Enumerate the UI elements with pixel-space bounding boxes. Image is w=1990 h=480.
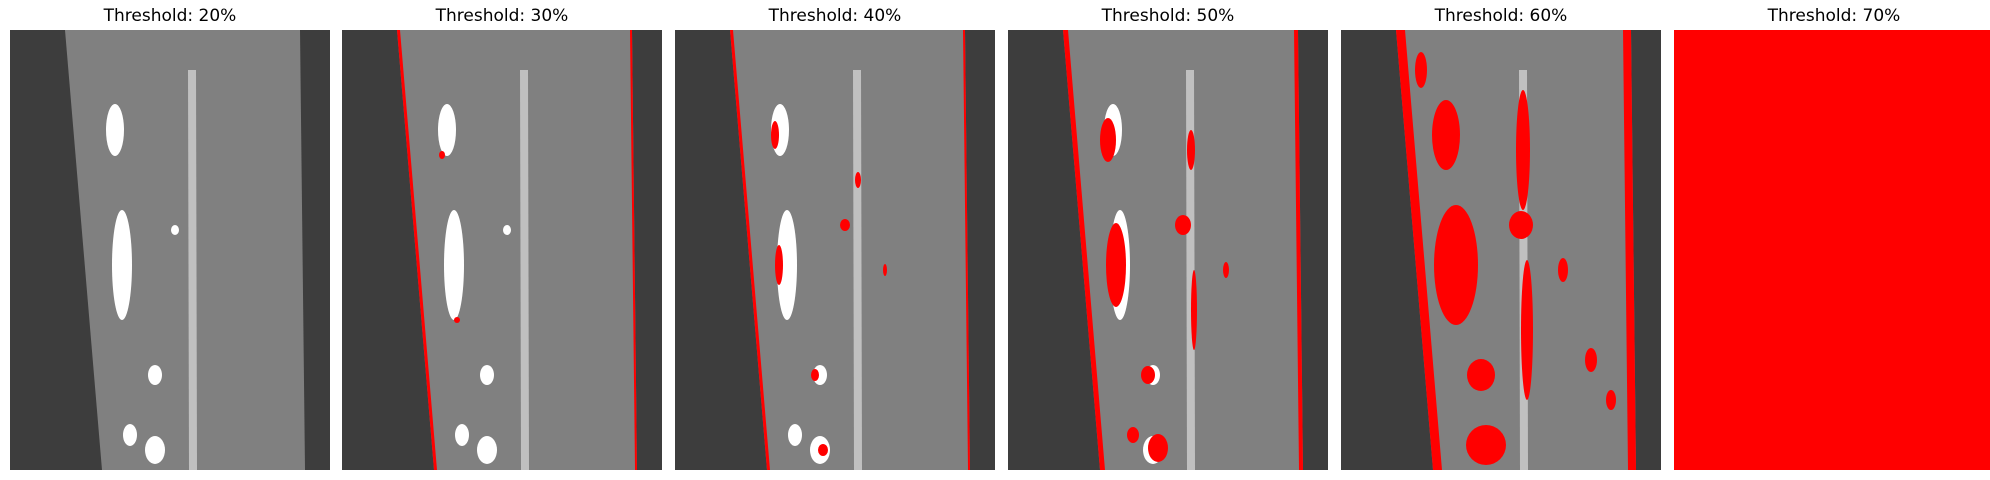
panel-title: Threshold: 30% xyxy=(435,6,569,26)
center-stripe xyxy=(853,70,862,470)
white-blobs xyxy=(106,104,179,464)
panel-threshold-30: Threshold: 30% xyxy=(342,0,662,480)
panel-threshold-40: Threshold: 40% xyxy=(675,0,995,480)
panel-title: Threshold: 40% xyxy=(768,6,902,26)
red-highlights xyxy=(1396,30,1636,470)
threshold-image xyxy=(342,30,662,470)
panel-threshold-60: Threshold: 60% xyxy=(1341,0,1661,480)
panel-title: Threshold: 70% xyxy=(1767,6,1901,26)
panel-title: Threshold: 20% xyxy=(103,6,237,26)
material-band xyxy=(1063,30,1303,470)
fully-highlighted-image xyxy=(1674,30,1990,470)
panel-title: Threshold: 50% xyxy=(1101,6,1235,26)
threshold-image xyxy=(675,30,995,470)
panel-threshold-50: Threshold: 50% xyxy=(1008,0,1328,480)
panel-threshold-20: Threshold: 20% xyxy=(10,0,330,480)
center-stripe xyxy=(188,70,197,470)
panel-threshold-70: Threshold: 70% xyxy=(1674,0,1990,480)
center-stripe xyxy=(520,70,529,470)
threshold-image xyxy=(1674,30,1990,470)
material-band xyxy=(397,30,637,470)
white-blobs xyxy=(438,104,511,464)
threshold-image xyxy=(1341,30,1661,470)
threshold-image xyxy=(10,30,330,470)
material-band xyxy=(730,30,970,470)
threshold-image xyxy=(1008,30,1328,470)
red-highlights xyxy=(1063,30,1303,470)
red-highlights xyxy=(730,30,970,470)
center-stripe xyxy=(1186,70,1195,470)
panel-title: Threshold: 60% xyxy=(1434,6,1568,26)
red-highlights xyxy=(397,30,637,470)
material-band xyxy=(65,30,305,470)
